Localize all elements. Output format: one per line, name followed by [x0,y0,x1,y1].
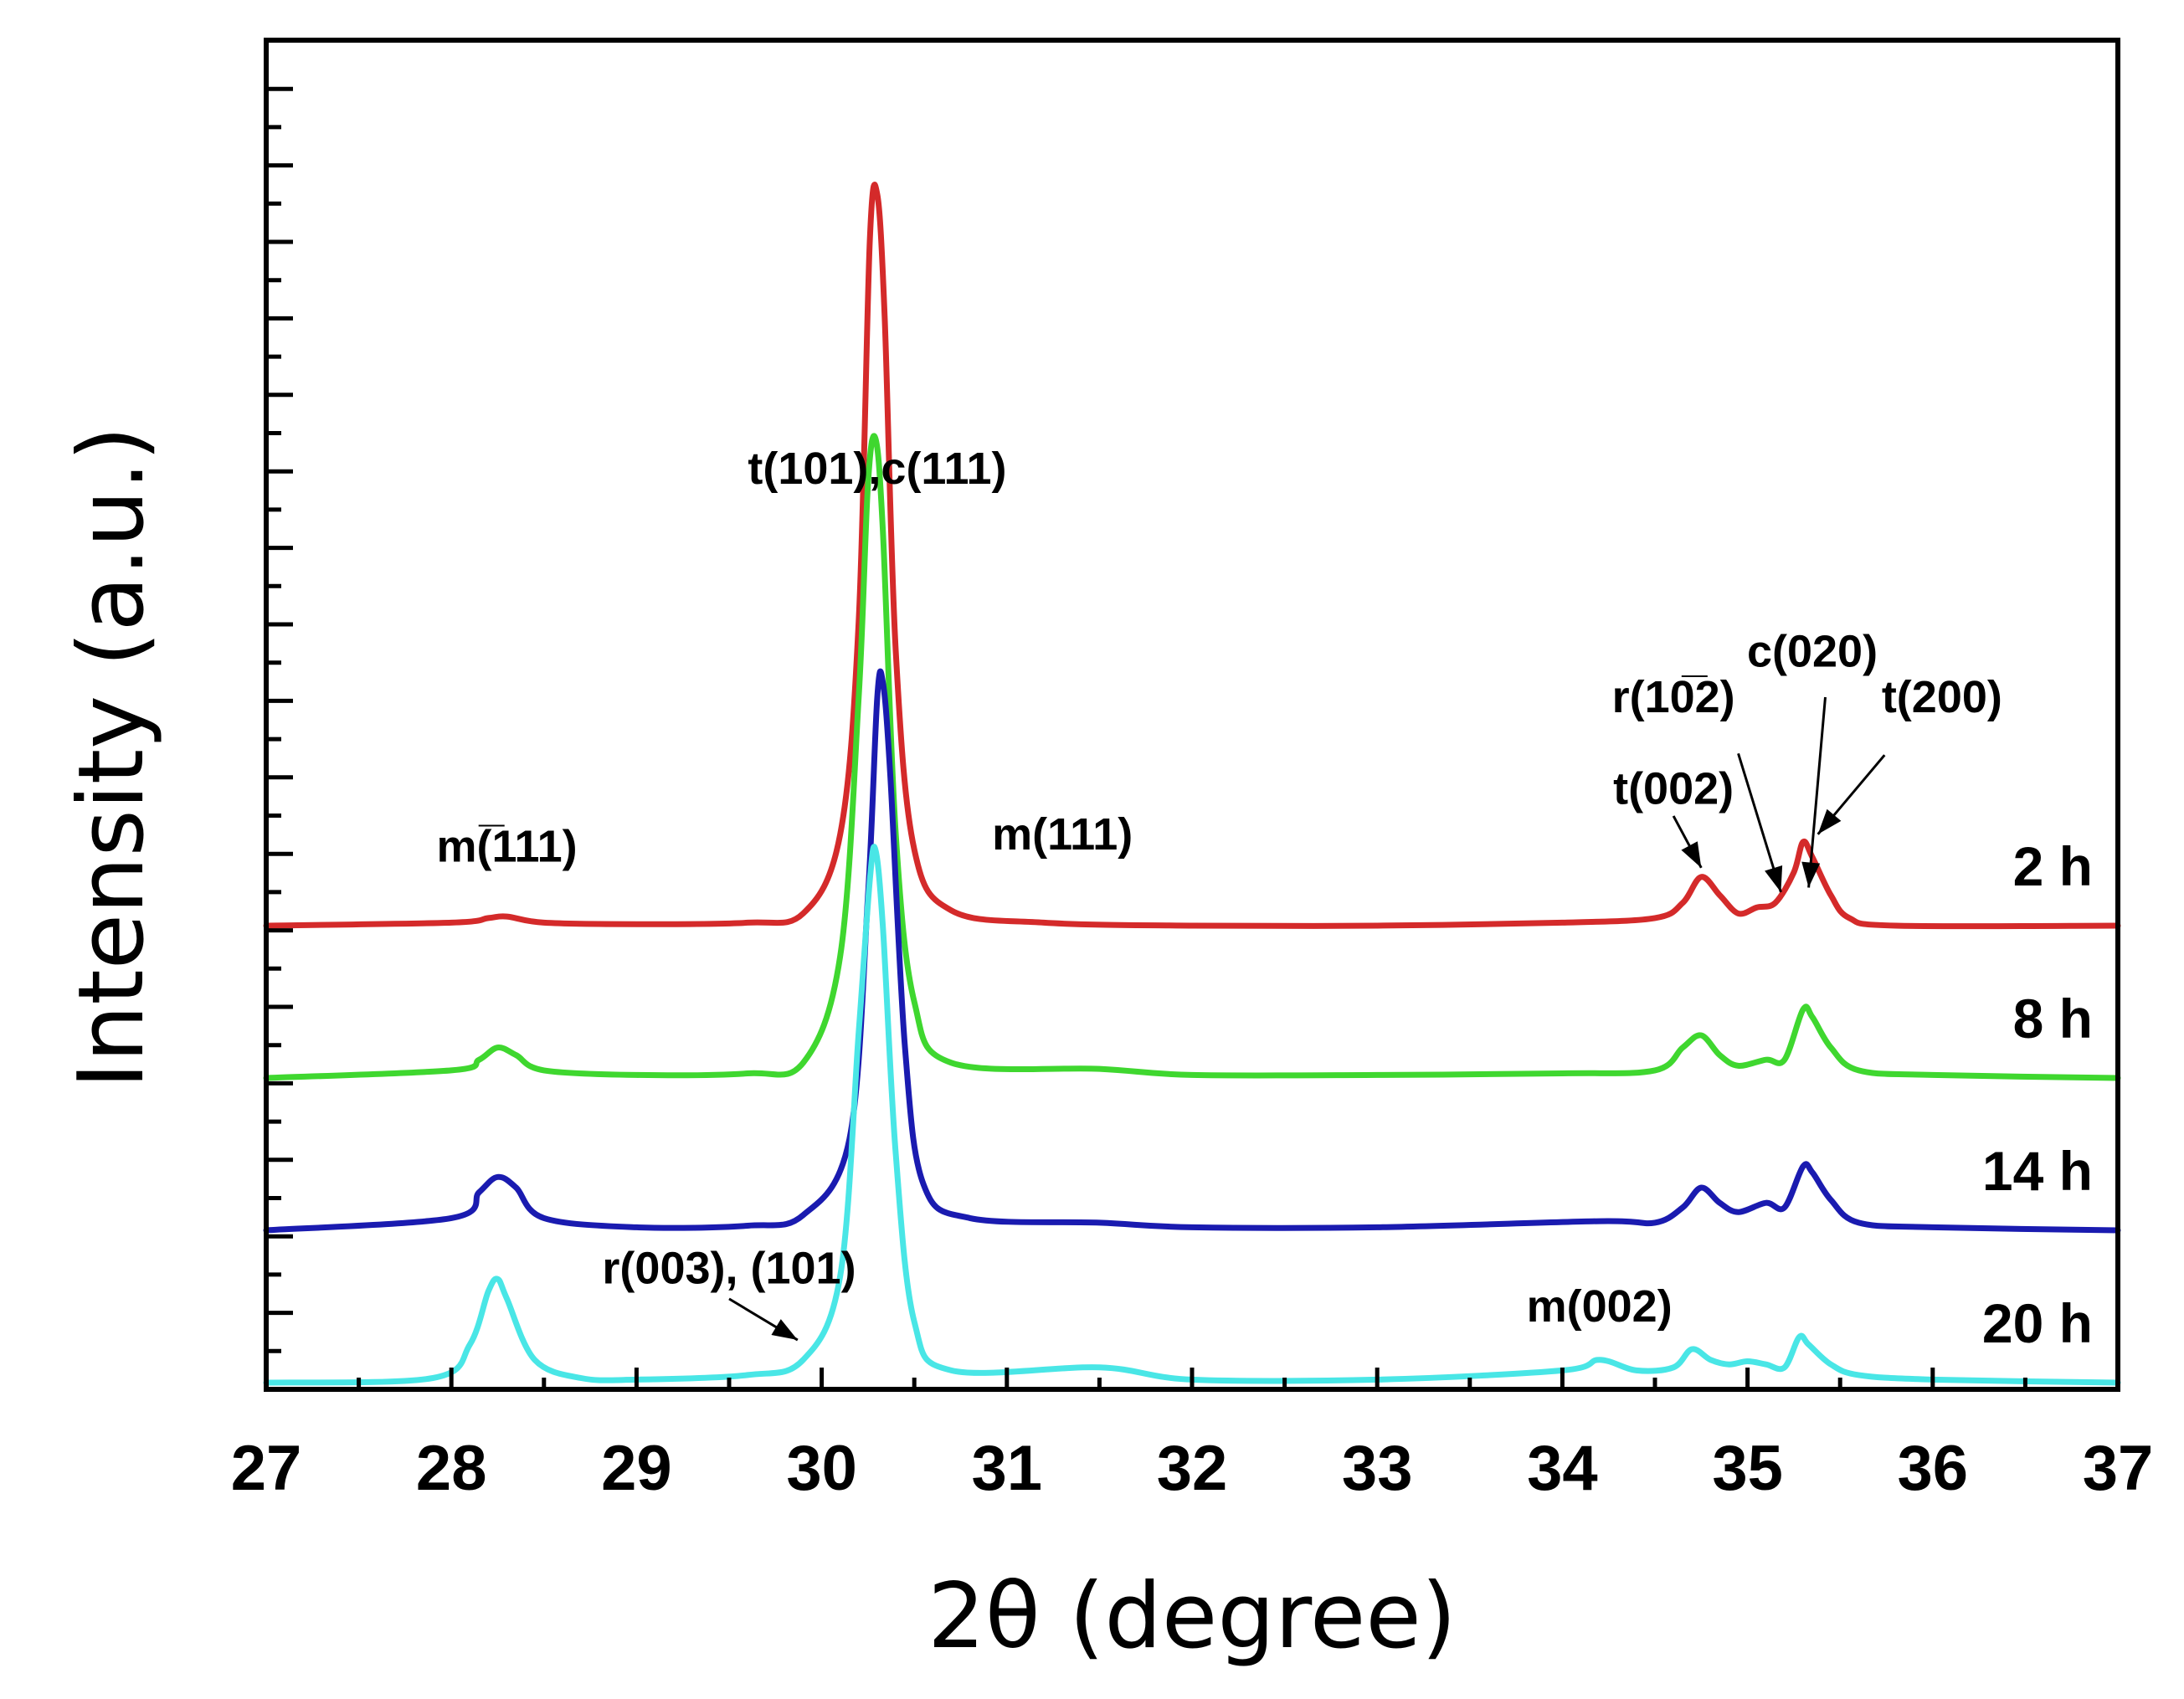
annotation-arrow-head [1681,841,1702,868]
x-tick-label: 28 [416,1433,487,1504]
series-line-14-h [263,668,2121,1234]
peak-annotation: r(003), (101) [602,1244,856,1294]
annotation-arrow-head [771,1319,798,1341]
x-tick-label: 30 [786,1433,857,1504]
annotation-arrow-head [1801,861,1821,888]
x-axis-title: 2θ (degree) [928,1564,1457,1669]
x-tick-label: 29 [601,1433,672,1504]
annotation-arrow-head [1765,865,1783,892]
peak-annotation: c(020) [1747,627,1878,677]
x-tick-label: 36 [1898,1433,1969,1504]
peak-annotation: t(101),c(111) [748,444,1006,494]
series-layer [263,182,2121,1386]
series-label-8-h: 8 h [2013,988,2093,1050]
peak-annotation: t(200) [1882,672,2002,722]
peak-annotation: m(111) [992,809,1133,860]
series-label-14-h: 14 h [1982,1140,2093,1202]
peak-annotation: m(002) [1527,1281,1673,1332]
x-tick-label: 33 [1342,1433,1413,1504]
series-line-20-h [263,844,2121,1386]
peak-annotation: t(002) [1613,763,1734,814]
label-layer: 2 h 8 h 14 h 20 h 27 28 29 30 31 32 33 34 35 36 37 t(10… [231,444,2154,1504]
peak-annotation: m(̅111) [436,822,577,872]
tick-layer [264,86,2120,1392]
series-label-20-h: 20 h [1982,1292,2093,1354]
series-label-2-h: 2 h [2013,835,2093,897]
annotation-arrow-head [1817,808,1842,834]
x-tick-label: 27 [231,1433,302,1504]
x-tick-label: 32 [1157,1433,1228,1504]
series-line-8-h [263,433,2121,1081]
x-tick-label: 34 [1527,1433,1598,1504]
x-tick-label: 35 [1712,1433,1783,1504]
arrow-layer [728,696,1886,1342]
annotation-arrow-shaft [1807,696,1827,888]
x-tick-label: 31 [972,1433,1043,1504]
peak-annotation: r(10̅2) [1612,672,1735,722]
y-axis-title: Intensity (a.u.) [59,426,164,1089]
x-tick-label: 37 [2083,1433,2154,1504]
series-line-2-h [263,182,2121,930]
